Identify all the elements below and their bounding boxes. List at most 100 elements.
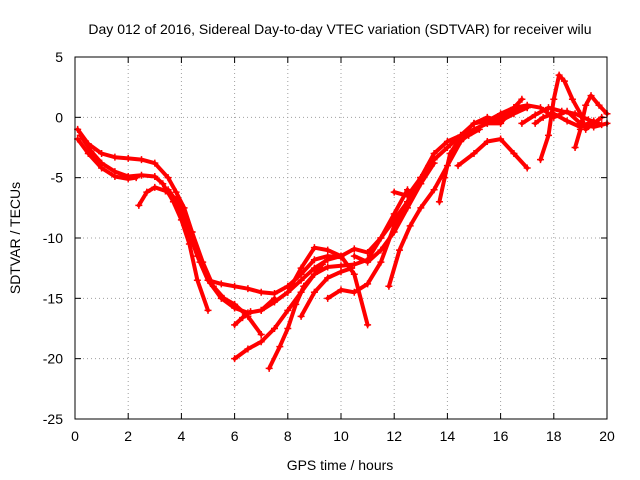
data-point [247,308,255,316]
data-point [454,137,462,145]
data-point [364,258,372,266]
data-point [595,101,603,109]
series-arc-4 [136,185,277,315]
data-point [276,343,284,351]
series-arc-14 [386,97,524,289]
data-point [364,280,372,288]
data-point [244,285,252,293]
data-point [430,159,438,167]
y-tick-label: -5 [51,170,64,186]
data-point [563,117,571,125]
data-point [475,125,483,133]
series-arc-15 [392,163,431,198]
data-point [443,137,451,145]
data-point [271,298,278,306]
x-tick-label: 0 [71,428,79,444]
data-point [199,258,207,266]
data-point [98,164,106,172]
data-point [590,117,598,125]
data-point [385,282,393,290]
data-point [425,162,433,170]
x-tick-label: 2 [124,428,132,444]
data-point [510,150,518,158]
data-point [417,204,425,212]
data-point [310,264,318,272]
data-point [98,150,106,158]
data-point [151,172,159,180]
data-point [531,111,539,119]
data-point [510,110,518,118]
data-point [111,153,119,161]
data-point [231,321,239,329]
data-point [446,150,454,158]
data-point [435,198,443,206]
y-tick-label: 5 [55,49,63,65]
series-arc-17 [456,137,530,170]
data-point [300,282,308,290]
markers-arc-13 [350,159,438,266]
data-point [337,252,345,260]
data-point [544,131,552,139]
data-point [124,154,132,162]
data-point [124,175,132,183]
data-point [138,156,145,164]
data-point [568,95,576,103]
markers-arc-7 [231,186,411,363]
data-point [537,156,544,164]
data-point [560,77,568,85]
data-point [550,110,558,118]
data-point [364,321,372,329]
data-point [324,246,332,254]
data-point [598,121,606,129]
x-tick-label: 4 [178,428,186,444]
data-point [523,101,531,109]
data-point [231,355,239,363]
data-point [337,286,345,294]
data-point [204,306,212,314]
data-point [523,164,531,172]
data-point [555,71,563,79]
data-point [159,180,167,188]
data-point [231,282,239,290]
series-arc-16 [437,127,482,204]
x-tick-label: 10 [333,428,349,444]
data-point [377,258,385,266]
y-tick-label: -15 [43,290,63,306]
data-point [510,104,518,112]
data-point [151,159,159,167]
data-point [132,174,140,182]
data-point [257,306,265,314]
x-tick-label: 16 [493,428,509,444]
data-series [74,71,611,372]
data-point [239,314,247,322]
y-tick-label: -10 [43,230,63,246]
data-point [265,364,273,372]
markers-arc-19 [518,104,606,129]
data-point [531,119,539,127]
series-arc-22 [533,111,596,129]
data-point [497,110,505,118]
data-point [297,312,305,320]
series-arc-21 [573,93,609,150]
data-point [172,188,180,196]
x-tick-label: 8 [284,428,292,444]
data-point [220,294,228,302]
data-point [138,171,145,179]
data-point [324,274,332,282]
data-point [337,268,345,276]
data-point [310,244,318,252]
series-arc-12 [325,105,530,301]
data-point [470,150,478,158]
data-point [350,288,358,296]
data-point [443,144,451,151]
data-point [164,186,172,194]
data-point [483,117,491,125]
data-point [571,144,579,151]
data-point [111,172,119,180]
data-point [390,228,398,236]
data-point [143,188,151,196]
data-point [576,123,584,131]
markers-arc-15 [390,162,433,200]
data-point [310,270,318,278]
